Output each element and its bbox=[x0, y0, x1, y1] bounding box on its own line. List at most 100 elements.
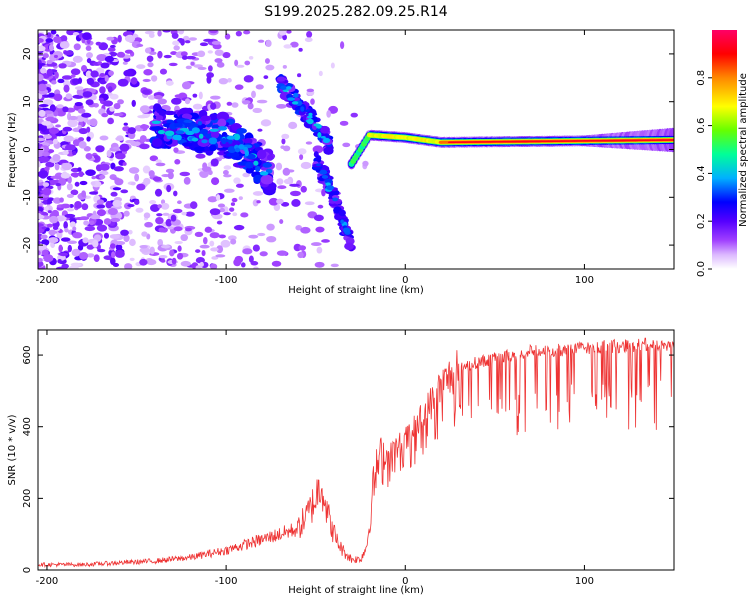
spectrogram-cell bbox=[155, 162, 166, 167]
spectrogram-cell bbox=[149, 246, 155, 255]
spectrogram-cell bbox=[204, 226, 213, 233]
spectrogram-cell bbox=[252, 191, 264, 196]
spectrogram-cell bbox=[99, 174, 106, 180]
spectrogram-cell bbox=[315, 124, 322, 129]
spectrogram-cell bbox=[68, 115, 78, 121]
spectrogram-cell bbox=[304, 37, 313, 43]
spectrogram-cell bbox=[265, 39, 272, 48]
spectrogram-cell bbox=[217, 126, 228, 131]
spectrogram-cell bbox=[297, 148, 307, 155]
spectrogram-cell bbox=[85, 45, 92, 51]
spectrogram-cell bbox=[46, 68, 53, 77]
spectrogram-cell bbox=[40, 234, 48, 240]
spectrogram-cell bbox=[72, 150, 77, 156]
spectrogram-cell bbox=[209, 144, 217, 152]
spectrogram-cell bbox=[108, 70, 114, 76]
spectrogram-cell bbox=[342, 142, 351, 148]
spectrogram-cell bbox=[95, 41, 102, 46]
spectrogram-cell bbox=[275, 162, 283, 171]
spectrogram-cell bbox=[321, 175, 329, 179]
spectrogram-cell bbox=[222, 170, 229, 175]
spectrogram-cell bbox=[56, 104, 64, 109]
spectrogram-cell bbox=[41, 249, 49, 256]
spectrogram-cell bbox=[209, 208, 221, 216]
spectrogram-cell bbox=[82, 32, 92, 41]
spectrogram-cell bbox=[85, 152, 93, 160]
spectrogram-cell bbox=[86, 58, 92, 64]
spectrogram-cell bbox=[117, 99, 124, 105]
spectrogram-cell bbox=[50, 30, 57, 35]
spectrogram-cell bbox=[48, 229, 57, 236]
spectrogram-cell bbox=[255, 165, 261, 172]
spectrogram-cell bbox=[127, 229, 133, 235]
spectrogram-marks bbox=[38, 30, 674, 269]
spectrogram-cell bbox=[168, 62, 178, 67]
spectrogram-cell bbox=[163, 54, 172, 59]
spectrogram-cell bbox=[207, 50, 213, 54]
spectrogram-cell bbox=[298, 245, 307, 251]
spectrogram-cell bbox=[308, 112, 313, 117]
spectrogram-cell bbox=[72, 31, 80, 36]
spectrogram-cell bbox=[156, 106, 163, 114]
spectrogram-cell bbox=[323, 146, 334, 155]
spectrogram-cell bbox=[134, 199, 140, 205]
spectrogram-cell bbox=[52, 225, 59, 231]
spectrogram-cell bbox=[267, 154, 274, 161]
spectrogram-cell bbox=[115, 243, 123, 251]
spectrogram-cell bbox=[248, 255, 254, 263]
spectrogram-cell bbox=[282, 64, 287, 69]
spectrogram-cell bbox=[281, 138, 286, 145]
spectrogram-cell bbox=[166, 184, 172, 193]
spectrogram-cell bbox=[280, 85, 288, 90]
spectrogram-cell bbox=[105, 200, 113, 209]
spectrogram-cell bbox=[151, 137, 163, 148]
spectrogram-cell bbox=[148, 33, 155, 39]
spectrogram-cell bbox=[151, 120, 161, 125]
spectrogram-cell bbox=[50, 175, 62, 179]
spectrogram-cell bbox=[201, 249, 206, 257]
spectrogram-cell bbox=[279, 30, 287, 36]
spectrogram-cell bbox=[152, 176, 162, 182]
spectrogram-cell bbox=[155, 115, 164, 121]
spectrogram-cell bbox=[268, 197, 279, 206]
spectrogram-cell bbox=[190, 201, 198, 209]
spectrogram-cell bbox=[149, 199, 157, 205]
spectrogram-cell bbox=[158, 227, 166, 233]
spectrogram-cell bbox=[143, 177, 151, 185]
snr-frame bbox=[37, 329, 675, 571]
spectrogram-cell bbox=[74, 102, 83, 107]
spectrogram-cell bbox=[129, 238, 136, 247]
spectrogram-cell bbox=[53, 110, 59, 117]
spectrogram-cell bbox=[107, 47, 116, 52]
spectrogram-cell bbox=[325, 185, 335, 191]
spectrogram-cell bbox=[136, 64, 146, 69]
spectrogram-cell bbox=[214, 58, 223, 63]
spectrogram-cell bbox=[48, 179, 57, 186]
spectrogram-cell bbox=[339, 41, 345, 50]
spectrogram-cell bbox=[235, 183, 244, 188]
spectrogram-cell bbox=[52, 154, 61, 162]
spectrogram-cell bbox=[285, 86, 292, 90]
colorbar-gradient bbox=[712, 30, 737, 269]
spectrogram-cell bbox=[233, 224, 245, 231]
spectrogram-cell bbox=[192, 93, 198, 98]
spectrogram-cell bbox=[232, 212, 238, 217]
spectrogram-cell bbox=[117, 78, 129, 87]
spectrogram-cell bbox=[142, 165, 151, 174]
spectrogram-cell bbox=[143, 212, 151, 219]
spectrogram-cell bbox=[171, 257, 177, 265]
spectrogram-cell bbox=[342, 227, 351, 233]
spectrogram-cell bbox=[195, 257, 205, 264]
spectrogram-cell bbox=[300, 161, 312, 170]
spectrogram-cell bbox=[289, 183, 300, 187]
spectrogram-cell bbox=[148, 170, 155, 178]
spectrogram-cell bbox=[185, 65, 192, 70]
spectrogram-cell bbox=[119, 143, 130, 152]
spectrogram-cell bbox=[99, 73, 106, 77]
spectrogram-cell bbox=[112, 187, 122, 191]
spectrogram-cell bbox=[330, 62, 335, 69]
spectrogram-cell bbox=[127, 127, 136, 135]
spectrogram-cell bbox=[97, 248, 106, 253]
spectrogram-cell bbox=[113, 177, 120, 181]
spectrogram-cell bbox=[236, 127, 247, 134]
